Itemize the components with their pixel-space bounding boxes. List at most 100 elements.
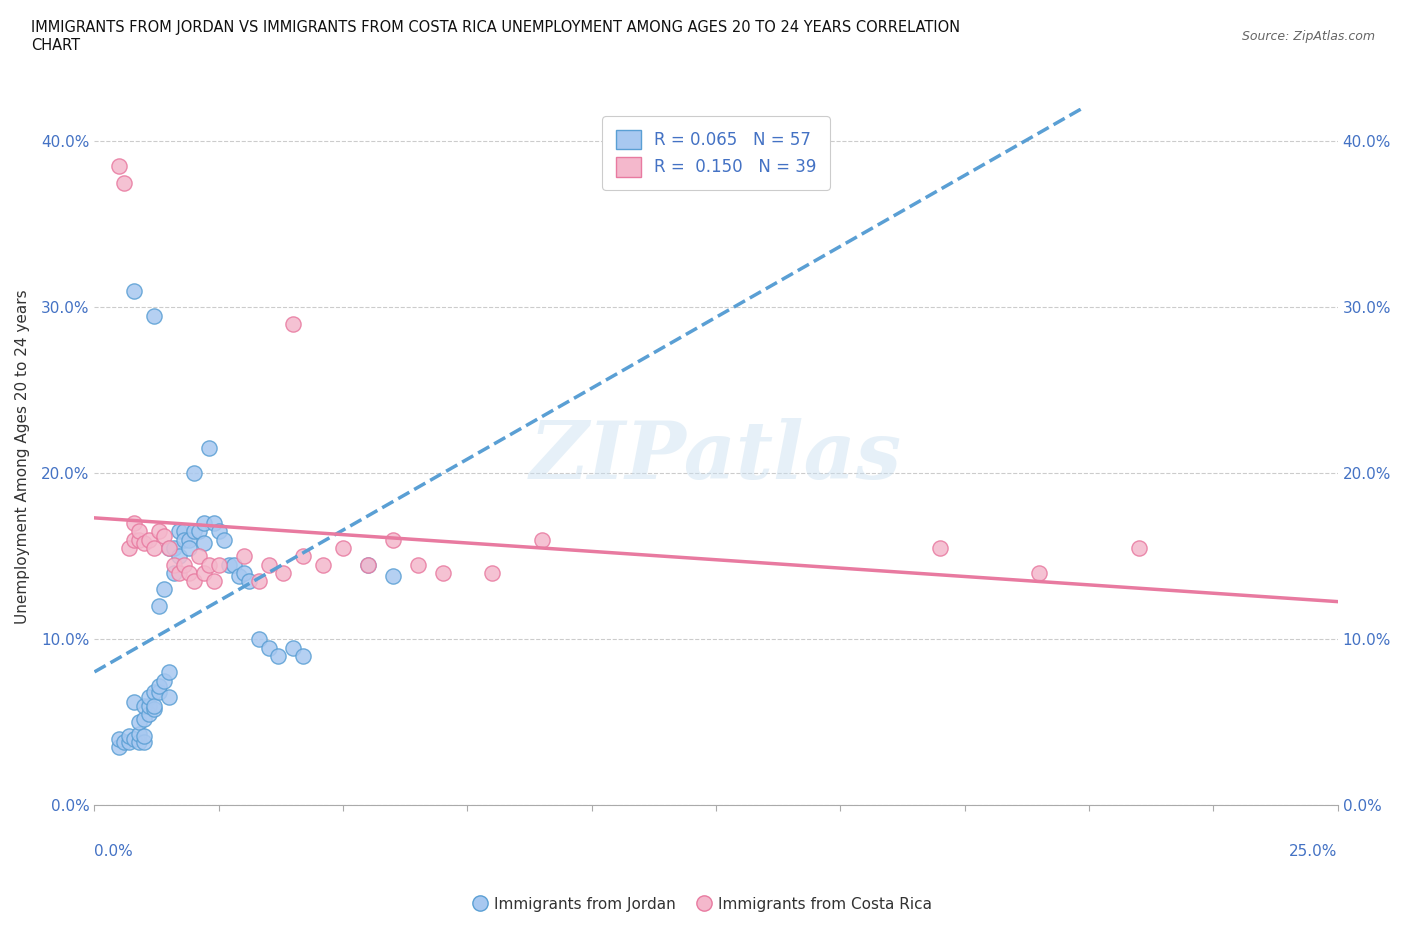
Point (148, 524, 170, 538)
Point (108, 732, 131, 747)
Point (128, 715, 150, 730)
Point (138, 532, 160, 547)
Point (173, 557, 195, 572)
Point (163, 540, 186, 555)
Point (134, 698, 156, 713)
Point (232, 549, 254, 564)
Point (118, 540, 141, 555)
Point (292, 549, 315, 564)
Point (357, 557, 380, 572)
Point (173, 532, 195, 547)
Text: 0.0%: 0.0% (94, 844, 134, 859)
Point (128, 532, 150, 547)
Point (122, 515, 145, 530)
Point (193, 515, 215, 530)
Point (187, 524, 209, 538)
Point (128, 726, 150, 741)
Point (167, 565, 190, 580)
Point (381, 569, 404, 584)
Point (257, 557, 280, 572)
Point (148, 685, 170, 700)
Point (193, 536, 215, 551)
Point (212, 532, 235, 547)
Point (118, 735, 141, 750)
Point (122, 284, 145, 299)
Point (163, 565, 186, 580)
Point (312, 557, 335, 572)
Point (292, 648, 315, 663)
Text: 25.0%: 25.0% (1289, 844, 1337, 859)
Point (134, 735, 156, 750)
Point (108, 739, 131, 754)
Point (122, 732, 145, 747)
Text: ZIPatlas: ZIPatlas (530, 418, 903, 496)
Point (208, 524, 231, 538)
Point (267, 648, 290, 663)
Point (138, 707, 160, 722)
Point (153, 529, 176, 544)
Point (208, 557, 231, 572)
Legend: Immigrants from Jordan, Immigrants from Costa Rica: Immigrants from Jordan, Immigrants from … (468, 891, 938, 918)
Point (1128, 540, 1150, 555)
Point (357, 557, 380, 572)
Point (273, 565, 295, 580)
Point (157, 665, 180, 680)
Point (148, 678, 170, 693)
Point (128, 524, 150, 538)
Point (530, 532, 553, 547)
Point (122, 695, 145, 710)
Point (157, 690, 180, 705)
Point (247, 631, 270, 646)
Point (183, 574, 205, 589)
Point (138, 698, 160, 713)
Point (143, 540, 166, 555)
Point (134, 711, 156, 726)
Point (928, 540, 950, 555)
Point (153, 673, 176, 688)
Point (381, 532, 404, 547)
Point (432, 565, 454, 580)
Point (108, 159, 131, 174)
Point (153, 582, 176, 597)
Point (134, 728, 156, 743)
Point (143, 698, 166, 713)
Point (143, 308, 166, 323)
Point (332, 540, 354, 555)
Point (143, 701, 166, 716)
Point (157, 540, 180, 555)
Point (187, 549, 209, 564)
Point (112, 735, 135, 750)
Point (183, 524, 205, 538)
Point (406, 557, 429, 572)
Point (247, 574, 270, 589)
Point (122, 532, 145, 547)
Point (183, 466, 205, 481)
Point (138, 690, 160, 705)
Point (167, 524, 190, 538)
Point (257, 640, 280, 655)
Legend: R = 0.065   N = 57, R =  0.150   N = 39: R = 0.065 N = 57, R = 0.150 N = 39 (602, 116, 830, 190)
Point (177, 532, 200, 547)
Point (1028, 565, 1050, 580)
Point (218, 557, 240, 572)
Point (202, 515, 225, 530)
Point (112, 175, 135, 190)
Point (283, 640, 305, 655)
Point (157, 540, 180, 555)
Point (167, 549, 190, 564)
Point (173, 524, 195, 538)
Point (198, 441, 221, 456)
Text: Source: ZipAtlas.com: Source: ZipAtlas.com (1241, 30, 1375, 43)
Y-axis label: Unemployment Among Ages 20 to 24 years: Unemployment Among Ages 20 to 24 years (15, 289, 30, 624)
Point (283, 316, 305, 331)
Point (222, 557, 245, 572)
Point (198, 557, 221, 572)
Point (481, 565, 503, 580)
Point (177, 540, 200, 555)
Point (228, 569, 250, 584)
Point (143, 685, 166, 700)
Point (134, 536, 156, 551)
Text: IMMIGRANTS FROM JORDAN VS IMMIGRANTS FROM COSTA RICA UNEMPLOYMENT AMONG AGES 20 : IMMIGRANTS FROM JORDAN VS IMMIGRANTS FRO… (31, 20, 960, 53)
Point (177, 565, 200, 580)
Point (118, 728, 141, 743)
